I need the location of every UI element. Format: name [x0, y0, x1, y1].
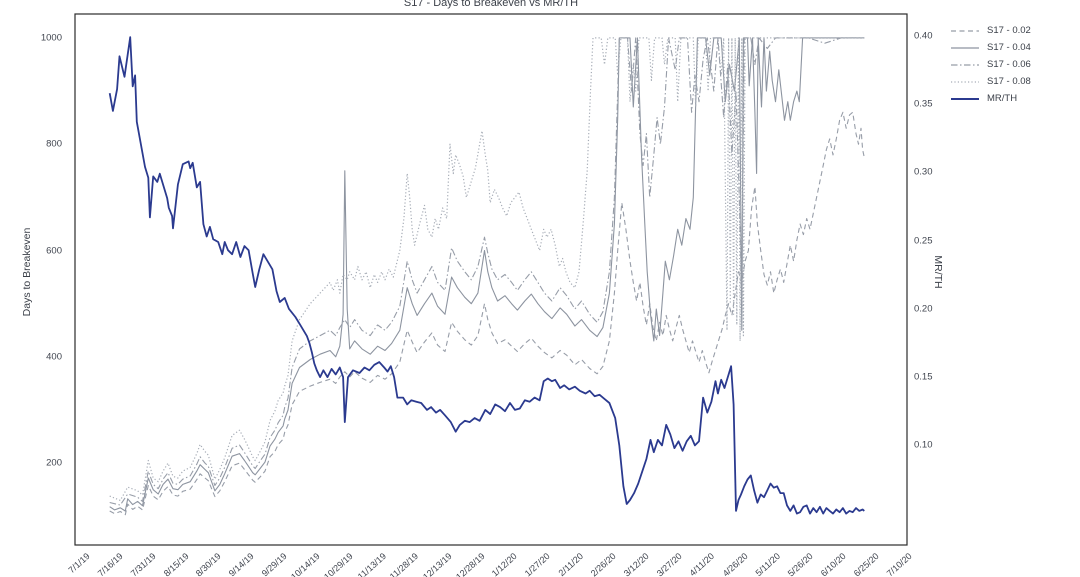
legend-item: S17 - 0.04 — [950, 39, 1031, 56]
y-left-tick-label: 400 — [46, 351, 62, 363]
y-axis-label-left: Days to Breakeven — [21, 227, 33, 317]
chart-title: S17 - Days to Breakeven vs MR/TH — [403, 0, 579, 9]
y-left-tick-label: 600 — [46, 245, 62, 256]
legend-line-sample — [951, 29, 979, 32]
y-right-tick-label: 0.15 — [914, 371, 933, 383]
series-mr-th — [108, 36, 865, 515]
legend-label: S17 - 0.06 — [987, 59, 1031, 70]
legend-label: S17 - 0.02 — [987, 25, 1031, 36]
y-right-tick-label: 0.40 — [914, 30, 933, 42]
legend-item: S17 - 0.08 — [950, 73, 1031, 90]
legend-label: S17 - 0.04 — [987, 42, 1031, 53]
legend-line-sample — [951, 80, 979, 83]
y-right-tick-label: 0.20 — [914, 303, 933, 315]
legend-label: S17 - 0.08 — [987, 76, 1031, 87]
legend-item: S17 - 0.06 — [950, 56, 1031, 73]
legend-item: MR/TH — [950, 90, 1031, 107]
series-s17-0-08 — [109, 37, 865, 501]
legend-item: S17 - 0.02 — [950, 22, 1031, 39]
legend-line-sample — [951, 97, 979, 100]
series-s17-0-02 — [109, 111, 865, 516]
y-right-tick-label: 0.25 — [914, 235, 933, 247]
y-right-tick-label: 0.10 — [914, 439, 933, 451]
legend-line-sample — [951, 63, 979, 66]
y-axis-label-right: MR/TH — [932, 255, 944, 289]
y-right-tick-label: 0.35 — [914, 98, 933, 110]
legend: S17 - 0.02 S17 - 0.04 S17 - 0.06 S17 - 0.08… — [950, 22, 1031, 107]
series-s17-0-06 — [109, 37, 865, 506]
y-right-tick-label: 0.30 — [914, 166, 933, 178]
y-left-tick-label: 200 — [46, 457, 62, 469]
y-left-tick-label: 800 — [46, 138, 62, 150]
legend-label: MR/TH — [987, 93, 1018, 104]
y-left-tick-label: 1000 — [40, 32, 62, 44]
legend-line-sample — [951, 46, 979, 49]
